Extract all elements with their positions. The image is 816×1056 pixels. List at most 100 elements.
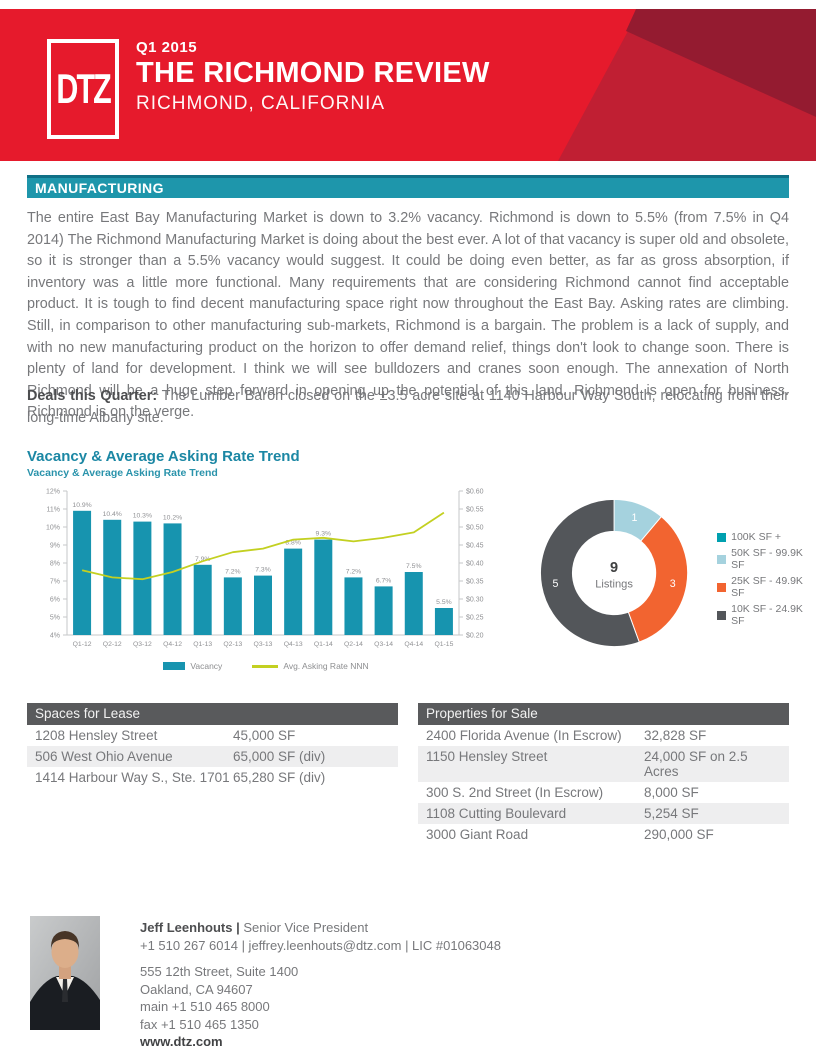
table-body: 2400 Florida Avenue (In Escrow) 32,828 SF… (418, 725, 789, 845)
contact-name-line: Jeff Leenhouts | Senior Vice President (140, 919, 501, 937)
table-row: 3000 Giant Road 290,000 SF (418, 824, 789, 845)
svg-text:Q4-14: Q4-14 (404, 641, 423, 648)
svg-text:9.3%: 9.3% (316, 531, 332, 538)
property-size: 8,000 SF (644, 785, 699, 800)
properties-for-sale-table: Properties for Sale 2400 Florida Avenue … (418, 703, 789, 845)
table-header-lease: Spaces for Lease (27, 703, 398, 725)
table-row: 2400 Florida Avenue (In Escrow) 32,828 SF (418, 725, 789, 746)
chart-title: Vacancy & Average Asking Rate Trend (27, 448, 300, 465)
table-row: 1108 Cutting Boulevard 5,254 SF (418, 803, 789, 824)
svg-text:5.5%: 5.5% (436, 599, 452, 606)
spaces-for-lease-table: Spaces for Lease 1208 Hensley Street 45,0… (27, 703, 398, 845)
legend-label: 10K SF - 24.9K SF (731, 603, 803, 627)
market-commentary: The entire East Bay Manufacturing Market… (27, 210, 789, 421)
dtz-logo: DTZ (47, 39, 119, 139)
table-body: 1208 Hensley Street 45,000 SF 506 West Ohi… (27, 725, 398, 788)
svg-text:3: 3 (670, 578, 676, 590)
svg-text:Q2-13: Q2-13 (223, 641, 242, 648)
contact-footer: Jeff Leenhouts | Senior Vice President +… (30, 916, 501, 1051)
table-row: 300 S. 2nd Street (In Escrow) 8,000 SF (418, 782, 789, 803)
report-title: THE RICHMOND REVIEW (136, 57, 490, 89)
svg-text:11%: 11% (47, 506, 61, 513)
legend-item: Avg. Asking Rate NNN (252, 661, 369, 671)
legend-label: 100K SF + (731, 531, 782, 543)
donut-legend-item: 100K SF + (717, 531, 816, 543)
deals-text: The Lumber Baron closed on the ±3.5 acre… (27, 388, 789, 426)
svg-text:10.9%: 10.9% (72, 502, 91, 509)
contact-fax: fax +1 510 465 1350 (140, 1016, 259, 1032)
property-size: 65,000 SF (div) (233, 749, 326, 764)
legend-label: Vacancy (190, 661, 223, 671)
section-label: MANUFACTURING (35, 180, 164, 196)
svg-text:7.2%: 7.2% (346, 568, 362, 575)
property-address: 3000 Giant Road (426, 827, 529, 842)
legend-swatch (717, 610, 727, 620)
headshot-photo (30, 916, 100, 1030)
donut-legend-item: 50K SF - 99.9K SF (717, 547, 816, 571)
vacancy-bar-line-chart: 12% $0.60 11% $0.55 10% $0.50 9% $0.45 8% $0.40 7%… (46, 488, 484, 648)
donut-legend-item: 25K SF - 49.9K SF (717, 575, 816, 599)
contact-address1: 555 12th Street, Suite 1400 (140, 964, 299, 979)
svg-text:Q2-14: Q2-14 (344, 641, 363, 648)
table-header-sale: Properties for Sale (418, 703, 789, 725)
svg-text:6.7%: 6.7% (376, 577, 392, 584)
svg-text:$0.20: $0.20 (466, 632, 484, 639)
property-size: 5,254 SF (644, 806, 699, 821)
property-address: 1208 Hensley Street (35, 728, 158, 743)
property-address: 506 West Ohio Avenue (35, 749, 173, 764)
svg-text:7.5%: 7.5% (406, 563, 422, 570)
donut-legend: 100K SF + 50K SF - 99.9K SF 25K SF - 49.9K… (717, 531, 816, 658)
contact-address2: Oakland, CA 94607 (140, 981, 253, 997)
svg-text:Q2-12: Q2-12 (103, 641, 122, 648)
svg-text:$0.50: $0.50 (466, 524, 484, 531)
legend-label: 50K SF - 99.9K SF (731, 547, 803, 571)
svg-text:7.9%: 7.9% (195, 556, 211, 563)
report-subtitle: RICHMOND, CALIFORNIA (136, 93, 386, 114)
svg-text:$0.45: $0.45 (466, 542, 484, 549)
table-row: 506 West Ohio Avenue 65,000 SF (div) (27, 746, 398, 767)
svg-text:Q1-14: Q1-14 (314, 641, 333, 648)
listings-tables: Spaces for Lease 1208 Hensley Street 45,0… (27, 703, 789, 845)
donut-legend-item: 10K SF - 24.9K SF (717, 603, 816, 627)
property-size: 45,000 SF (233, 728, 296, 743)
deals-label: Deals this Quarter: (27, 388, 158, 404)
svg-text:7.2%: 7.2% (225, 568, 241, 575)
dtz-logo-text: DTZ (56, 64, 111, 112)
table-row: 1150 Hensley Street 24,000 SF on 2.5 Acre… (418, 746, 789, 782)
svg-text:8%: 8% (50, 560, 60, 567)
svg-text:$0.25: $0.25 (466, 614, 484, 621)
donut-chart: 1 3 5 9 Listings (540, 498, 689, 648)
report-quarter: Q1 2015 (136, 39, 198, 56)
property-size: 24,000 SF on 2.5 Acres (644, 749, 748, 779)
property-address: 300 S. 2nd Street (In Escrow) (426, 785, 604, 800)
property-address: 1414 Harbour Way S., Ste. 1701 (35, 770, 230, 785)
svg-text:9: 9 (610, 560, 618, 576)
svg-text:Q1-13: Q1-13 (193, 641, 212, 648)
svg-text:$0.30: $0.30 (466, 596, 484, 603)
vacancy-asking-rate-chart: Vacancy & Average Asking Rate Trend Vaca… (27, 448, 505, 671)
svg-text:$0.35: $0.35 (466, 578, 484, 585)
svg-text:8.8%: 8.8% (285, 540, 301, 547)
svg-text:7%: 7% (50, 578, 60, 585)
svg-text:Q4-12: Q4-12 (163, 641, 182, 648)
svg-text:Listings: Listings (595, 579, 633, 591)
header-banner: DTZ Q1 2015 THE RICHMOND REVIEW RICHMOND… (0, 9, 816, 161)
contact-website: www.dtz.com (140, 1034, 223, 1049)
table-row: 1208 Hensley Street 45,000 SF (27, 725, 398, 746)
svg-text:Q1-12: Q1-12 (73, 641, 92, 648)
svg-text:Q1-15: Q1-15 (434, 641, 453, 648)
property-address: 1108 Cutting Boulevard (426, 806, 567, 821)
svg-text:9%: 9% (50, 542, 60, 549)
svg-text:12%: 12% (46, 488, 60, 495)
svg-text:Q3-14: Q3-14 (374, 641, 393, 648)
svg-text:10.2%: 10.2% (163, 514, 182, 521)
deals-paragraph: Deals this Quarter: The Lumber Baron clo… (27, 386, 789, 429)
svg-text:7.3%: 7.3% (255, 567, 271, 574)
svg-text:5: 5 (552, 578, 558, 590)
svg-text:Q4-13: Q4-13 (284, 641, 303, 648)
svg-text:$0.40: $0.40 (466, 560, 484, 567)
legend-swatch (717, 532, 727, 542)
svg-text:10.4%: 10.4% (103, 511, 122, 518)
svg-text:10%: 10% (46, 524, 60, 531)
legend-item: Vacancy (163, 661, 222, 671)
